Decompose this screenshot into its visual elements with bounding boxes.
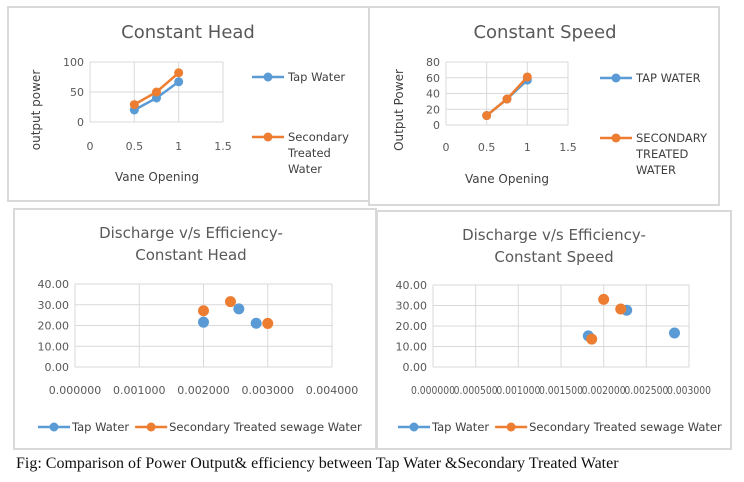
chart-3-legend-label: Secondary Treated sewage Water bbox=[169, 420, 362, 434]
chart-4-series-2-point bbox=[598, 293, 610, 305]
chart-3-series-1-point bbox=[250, 317, 262, 329]
chart-4-xtick-label: 0.001000 bbox=[496, 384, 540, 397]
chart-2-ytick-label: 0 bbox=[433, 119, 440, 132]
chart-1-xtick-label: 0.5 bbox=[126, 140, 144, 153]
chart-1-title: Constant Head bbox=[121, 22, 255, 43]
chart-2-xtick-label: 0.5 bbox=[478, 141, 496, 154]
chart-1-series-1-point bbox=[174, 77, 184, 87]
chart-1-series-2-point bbox=[174, 68, 184, 78]
chart-3-legend-swatch-marker bbox=[146, 422, 156, 432]
chart-4-legend-label: Secondary Treated sewage Water bbox=[529, 420, 722, 434]
chart-3-series-1-point bbox=[233, 303, 245, 315]
chart-3-series-1-point bbox=[198, 316, 209, 328]
chart-2-legend-swatch-marker bbox=[611, 133, 621, 143]
chart-1-ytick-label: 50 bbox=[70, 86, 84, 99]
chart-4-series-2-point bbox=[586, 333, 598, 345]
chart-3-ytick-label: 20.00 bbox=[38, 320, 70, 333]
chart-4-xtick-label: 0.003000 bbox=[667, 384, 711, 397]
chart-3-series-2-point bbox=[224, 296, 236, 308]
chart-3-legend-swatch-marker bbox=[49, 422, 59, 432]
chart-3-ytick-label: 30.00 bbox=[38, 299, 70, 312]
chart-1-legend-label: Treated bbox=[287, 146, 331, 160]
chart-4-ytick-label: 30.00 bbox=[396, 300, 428, 313]
chart-4-ytick-label: 20.00 bbox=[396, 320, 428, 333]
chart-1-series-2-point bbox=[129, 100, 139, 110]
chart-3-ytick-label: 0.00 bbox=[45, 361, 70, 374]
chart-4-title-line: Constant Speed bbox=[494, 248, 613, 266]
chart-3-xtick-label: 0.003000 bbox=[242, 384, 295, 397]
chart-2-ytick-label: 40 bbox=[426, 88, 440, 101]
chart-1-legend-label: Secondary bbox=[288, 130, 349, 144]
chart-1-series-2-point bbox=[152, 87, 161, 97]
chart-2-legend-swatch-marker bbox=[611, 73, 621, 83]
chart-2-x-axis-label: Vane Opening bbox=[465, 172, 549, 186]
chart-2-series-2-point bbox=[482, 111, 492, 121]
chart-4-series-1-point bbox=[668, 327, 680, 339]
chart-4-ytick-label: 40.00 bbox=[396, 279, 428, 292]
chart-1-x-axis-label: Vane Opening bbox=[115, 170, 199, 184]
chart-1-legend-label: Tap Water bbox=[287, 70, 345, 84]
chart-4-xtick-label: 0.002000 bbox=[582, 384, 626, 397]
chart-2-series-2-point bbox=[522, 72, 532, 82]
chart-3-xtick-label: 0.004000 bbox=[306, 384, 359, 397]
chart-panel-constant-head bbox=[7, 6, 370, 202]
chart-4-legend-swatch-marker bbox=[409, 422, 419, 432]
chart-4-xtick-label: 0.000000 bbox=[411, 384, 455, 397]
chart-4-ytick-label: 0.00 bbox=[403, 361, 428, 374]
chart-4-ytick-label: 10.00 bbox=[396, 341, 428, 354]
chart-2-legend-label: TAP WATER bbox=[635, 71, 701, 85]
chart-3-ytick-label: 10.00 bbox=[38, 340, 70, 353]
chart-panel-efficiency-constant-head bbox=[13, 208, 377, 450]
chart-3-title-line: Constant Head bbox=[135, 246, 246, 264]
chart-3-series-2-point bbox=[198, 305, 209, 317]
chart-1-y-axis-label: output power bbox=[29, 70, 43, 151]
chart-3-legend-label: Tap Water bbox=[71, 420, 129, 434]
chart-1-legend-swatch-marker bbox=[263, 132, 273, 142]
chart-3-series-2-point bbox=[262, 317, 274, 329]
figure-caption: Fig: Comparison of Power Output& efficie… bbox=[16, 455, 619, 472]
chart-3-xtick-label: 0.002000 bbox=[177, 384, 230, 397]
chart-2-series-2-point bbox=[502, 94, 512, 104]
chart-2-xtick-label: 1.5 bbox=[559, 141, 577, 154]
chart-4-xtick-label: 0.002500 bbox=[624, 384, 668, 397]
chart-1-xtick-label: 1 bbox=[175, 140, 182, 153]
chart-3-xtick-label: 0.001000 bbox=[113, 384, 166, 397]
chart-2-xtick-label: 1 bbox=[524, 141, 531, 154]
chart-1-ytick-label: 0 bbox=[77, 116, 84, 129]
chart-1-xtick-label: 1.5 bbox=[214, 140, 232, 153]
chart-4-series-2-point bbox=[615, 303, 627, 315]
chart-1-xtick-label: 0 bbox=[87, 140, 94, 153]
chart-1-legend-swatch-marker bbox=[263, 72, 273, 82]
chart-2-xtick-label: 0 bbox=[443, 141, 450, 154]
chart-2-ytick-label: 20 bbox=[426, 103, 440, 116]
chart-4-legend-label: Tap Water bbox=[431, 420, 489, 434]
chart-2-title: Constant Speed bbox=[473, 22, 616, 43]
chart-1-ytick-label: 100 bbox=[63, 56, 84, 69]
chart-3-xtick-label: 0.000000 bbox=[49, 384, 102, 397]
chart-4-xtick-label: 0.000500 bbox=[454, 384, 498, 397]
chart-1-legend-label: Water bbox=[288, 162, 322, 176]
chart-2-ytick-label: 60 bbox=[426, 72, 440, 85]
chart-4-title-line: Discharge v/s Efficiency- bbox=[462, 226, 646, 244]
chart-panel-constant-speed bbox=[368, 6, 720, 206]
chart-3-ytick-label: 40.00 bbox=[38, 278, 70, 291]
chart-2-ytick-label: 80 bbox=[426, 56, 440, 69]
chart-4-xtick-label: 0.001500 bbox=[539, 384, 583, 397]
chart-3-title-line: Discharge v/s Efficiency- bbox=[99, 224, 283, 242]
chart-2-legend-label: TREATED bbox=[635, 147, 689, 161]
chart-2-legend-label: WATER bbox=[636, 163, 676, 177]
chart-2-legend-label: SECONDARY bbox=[636, 131, 708, 145]
chart-4-legend-swatch-marker bbox=[506, 422, 516, 432]
chart-2-y-axis-label: Output Power bbox=[392, 69, 406, 151]
